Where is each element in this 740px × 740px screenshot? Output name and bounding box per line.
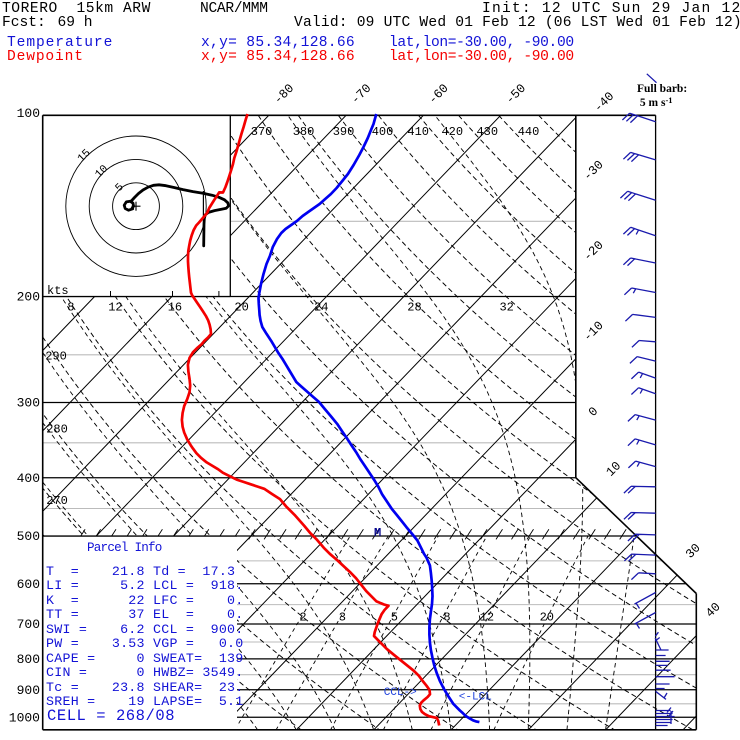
svg-text:0: 0 [586, 404, 601, 419]
svg-text:430: 430 [476, 125, 498, 139]
svg-text:440: 440 [518, 125, 540, 139]
svg-text:8: 8 [67, 301, 74, 315]
svg-text:<-LCL: <-LCL [459, 692, 492, 704]
svg-text:800: 800 [17, 652, 40, 667]
svg-text:380: 380 [293, 125, 315, 139]
svg-text:500: 500 [17, 529, 40, 544]
svg-text:32: 32 [499, 301, 513, 315]
svg-text:-10: -10 [581, 319, 607, 345]
svg-text:16: 16 [168, 301, 182, 315]
svg-text:1000: 1000 [9, 710, 40, 725]
svg-text:-70: -70 [349, 81, 375, 107]
svg-text:370: 370 [251, 125, 273, 139]
svg-text:-60: -60 [426, 81, 452, 107]
svg-text:420: 420 [441, 125, 463, 139]
svg-text:200: 200 [17, 290, 40, 305]
svg-text:30: 30 [683, 541, 704, 562]
svg-text:280: 280 [46, 423, 68, 437]
svg-text:20: 20 [540, 611, 554, 625]
svg-text:-40: -40 [591, 89, 617, 115]
svg-text:12: 12 [480, 611, 494, 625]
svg-text:-30: -30 [581, 158, 607, 184]
svg-text:2: 2 [299, 611, 306, 625]
svg-text:270: 270 [46, 494, 68, 508]
svg-text:100: 100 [17, 106, 40, 121]
svg-text:M: M [374, 526, 381, 540]
svg-text:-50: -50 [503, 81, 529, 107]
svg-text:8: 8 [443, 611, 450, 625]
svg-text:290: 290 [45, 350, 67, 364]
svg-text:5: 5 [391, 611, 398, 625]
svg-text:-80: -80 [271, 81, 297, 107]
svg-text:CCL->: CCL-> [384, 687, 417, 699]
svg-text:40: 40 [703, 600, 724, 621]
svg-text:400: 400 [372, 125, 394, 139]
svg-text:400: 400 [17, 471, 40, 486]
svg-text:10: 10 [604, 459, 625, 480]
svg-text:-20: -20 [581, 238, 607, 264]
svg-text:20: 20 [234, 301, 248, 315]
svg-text:28: 28 [407, 301, 421, 315]
svg-text:kts: kts [47, 284, 69, 298]
svg-text:900: 900 [17, 683, 40, 698]
svg-text:410: 410 [407, 125, 429, 139]
svg-text:700: 700 [17, 617, 40, 632]
svg-text:390: 390 [333, 125, 355, 139]
svg-text:300: 300 [17, 396, 40, 411]
svg-text:3: 3 [339, 611, 346, 625]
svg-text:600: 600 [17, 577, 40, 592]
svg-text:12: 12 [108, 301, 122, 315]
svg-text:24: 24 [314, 301, 328, 315]
